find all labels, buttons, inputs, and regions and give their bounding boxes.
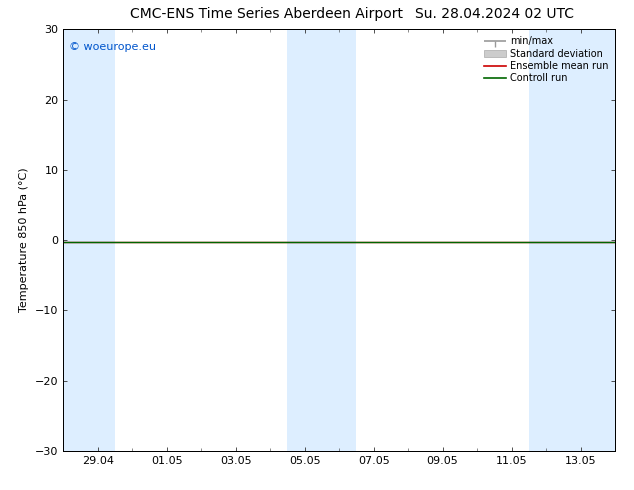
Y-axis label: Temperature 850 hPa (°C): Temperature 850 hPa (°C) <box>20 168 30 313</box>
Text: CMC-ENS Time Series Aberdeen Airport: CMC-ENS Time Series Aberdeen Airport <box>130 7 403 22</box>
Bar <box>63 29 115 451</box>
Legend: min/max, Standard deviation, Ensemble mean run, Controll run: min/max, Standard deviation, Ensemble me… <box>482 34 610 85</box>
Text: Su. 28.04.2024 02 UTC: Su. 28.04.2024 02 UTC <box>415 7 574 22</box>
Bar <box>529 29 615 451</box>
Text: © woeurope.eu: © woeurope.eu <box>69 42 156 52</box>
Bar <box>287 29 356 451</box>
